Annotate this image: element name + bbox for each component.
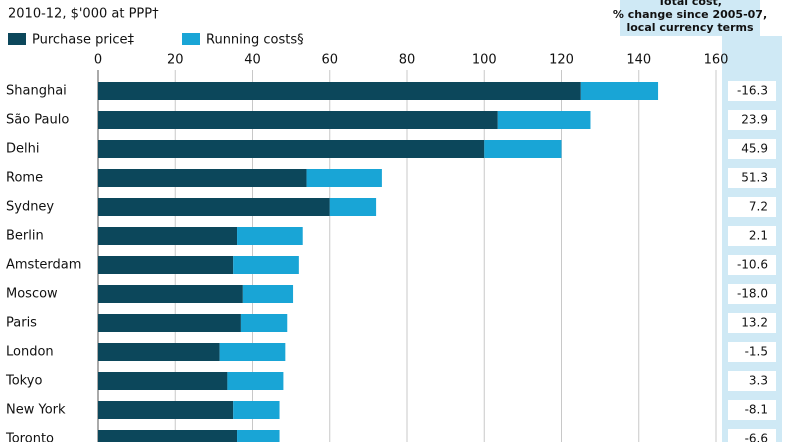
bar-segment — [237, 430, 280, 442]
change-value: -6.6 — [745, 432, 768, 442]
change-box — [728, 255, 776, 275]
change-box — [728, 139, 776, 159]
category-label: Shanghai — [6, 84, 67, 99]
bar-segment — [329, 198, 377, 216]
x-tick-label: 100 — [472, 53, 497, 68]
change-value: -1.5 — [745, 345, 768, 359]
bar-segment — [240, 314, 288, 332]
bar-segment — [219, 343, 286, 361]
change-header-box — [620, 0, 760, 36]
category-label: Sydney — [6, 200, 54, 215]
change-box — [728, 429, 776, 442]
change-header: % change since 2005-07, — [613, 8, 767, 21]
category-label: Berlin — [6, 229, 44, 244]
change-box — [728, 371, 776, 391]
change-value: -18.0 — [737, 287, 768, 301]
change-box — [728, 168, 776, 188]
x-tick-label: 20 — [167, 53, 184, 68]
change-box — [728, 110, 776, 130]
bar-segment — [497, 111, 591, 129]
bar-segment — [98, 314, 241, 332]
category-label: New York — [6, 403, 66, 418]
category-label: Toronto — [5, 432, 54, 442]
change-value: 45.9 — [741, 142, 768, 156]
change-value: -16.3 — [737, 84, 768, 98]
legend-label: Purchase price‡ — [32, 33, 135, 48]
change-box — [728, 226, 776, 246]
bar-segment — [98, 198, 330, 216]
bar-segment — [484, 140, 562, 158]
bar-segment — [98, 256, 234, 274]
x-tick-label: 120 — [549, 53, 574, 68]
x-tick-label: 40 — [244, 53, 261, 68]
bar-segment — [98, 372, 228, 390]
bar-segment — [233, 256, 299, 274]
bar-segment — [580, 82, 659, 100]
change-value: 13.2 — [741, 316, 768, 330]
x-tick-label: 60 — [321, 53, 338, 68]
bar-segment — [98, 169, 307, 187]
change-box — [728, 313, 776, 333]
bar-segment — [242, 285, 294, 303]
category-label: São Paulo — [6, 113, 69, 128]
x-tick-label: 0 — [94, 53, 102, 68]
bar-segment — [98, 343, 220, 361]
change-box — [728, 197, 776, 217]
chart-subtitle: 2010-12, $'000 at PPP† — [8, 7, 159, 22]
category-label: Tokyo — [5, 374, 42, 389]
category-label: London — [6, 345, 54, 360]
legend-label: Running costs§ — [206, 33, 304, 48]
bar-segment — [227, 372, 284, 390]
change-value: 7.2 — [749, 200, 768, 214]
category-label: Moscow — [6, 287, 58, 302]
change-value: -8.1 — [745, 403, 768, 417]
change-header: Total cost, — [658, 0, 722, 8]
bar-segment — [237, 227, 303, 245]
bar-segment — [98, 111, 498, 129]
change-box — [728, 342, 776, 362]
change-value: 23.9 — [741, 113, 768, 127]
category-label: Amsterdam — [6, 258, 81, 273]
bar-segment — [98, 227, 238, 245]
legend-swatch — [8, 33, 26, 45]
x-tick-label: 160 — [704, 53, 729, 68]
change-value: 2.1 — [749, 229, 768, 243]
category-label: Rome — [6, 171, 43, 186]
change-header: local currency terms — [626, 21, 753, 34]
bar-segment — [98, 430, 238, 442]
bar-segment — [306, 169, 382, 187]
change-box — [728, 284, 776, 304]
category-label: Paris — [6, 316, 37, 331]
change-value: 51.3 — [741, 171, 768, 185]
bar-segment — [98, 285, 243, 303]
change-value: 3.3 — [749, 374, 768, 388]
change-box — [728, 81, 776, 101]
category-label: Delhi — [6, 142, 39, 157]
x-tick-label: 80 — [399, 53, 416, 68]
bar-segment — [98, 82, 581, 100]
bar-segment — [98, 401, 234, 419]
bar-segment — [98, 140, 485, 158]
x-tick-label: 140 — [626, 53, 651, 68]
change-value: -10.6 — [737, 258, 768, 272]
change-box — [728, 400, 776, 420]
legend-swatch — [182, 33, 200, 45]
bar-segment — [233, 401, 280, 419]
